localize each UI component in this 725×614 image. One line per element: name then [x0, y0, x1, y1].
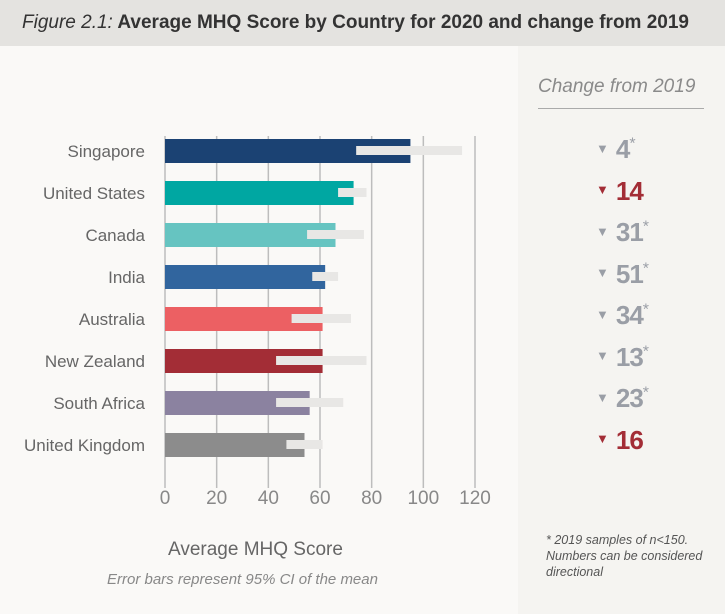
change-number: 4 [615, 134, 631, 164]
header-bar: Figure 2.1: Average MHQ Score by Country… [0, 0, 725, 46]
category-label: United Kingdom [24, 436, 145, 455]
change-number: 23 [615, 383, 644, 413]
change-number: 13 [615, 341, 644, 372]
asterisk: * [642, 259, 649, 277]
asterisk: * [642, 384, 649, 402]
asterisk: * [642, 301, 649, 319]
x-tick-label: 120 [459, 488, 491, 509]
change-number: 51 [615, 258, 644, 289]
change-value: ▼ 51* [596, 259, 696, 290]
change-number: 34 [615, 300, 644, 330]
asterisk: * [642, 342, 649, 360]
error-bar [276, 398, 344, 407]
figure-title: Figure 2.1: Average MHQ Score by Country… [22, 12, 689, 34]
down-triangle-icon: ▼ [596, 140, 609, 156]
x-axis-label: Average MHQ Score [168, 539, 343, 560]
error-bar [307, 230, 364, 239]
category-label: South Africa [53, 394, 145, 413]
error-bar-note: Error bars represent 95% CI of the mean [107, 571, 378, 588]
asterisk: * [629, 135, 635, 153]
change-number: 31 [615, 217, 644, 247]
error-bar [291, 314, 351, 323]
error-bar [276, 356, 367, 365]
change-heading: Change from 2019 [538, 76, 696, 97]
category-label: Canada [85, 226, 145, 245]
category-label: New Zealand [45, 352, 145, 371]
error-bar [286, 440, 323, 449]
category-label: Singapore [67, 142, 145, 161]
asterisk: * [642, 218, 649, 236]
change-value: ▼ 31* [596, 217, 696, 248]
bar [165, 181, 354, 205]
change-number: 16 [615, 424, 644, 455]
category-label: India [108, 268, 145, 287]
change-value: ▼ 4* [596, 134, 696, 165]
bar [165, 265, 326, 289]
error-bar [356, 146, 463, 155]
category-label: United States [43, 184, 145, 203]
category-label: Australia [79, 310, 146, 329]
bar [165, 433, 305, 457]
down-triangle-icon: ▼ [596, 348, 609, 364]
down-triangle-icon: ▼ [596, 389, 609, 405]
change-value: ▼ 16 [596, 425, 696, 456]
x-tick-label: 0 [160, 488, 171, 509]
down-triangle-icon: ▼ [596, 182, 609, 198]
x-tick-label: 40 [258, 488, 279, 509]
x-tick-label: 80 [361, 488, 382, 509]
title-text: Average MHQ Score by Country for 2020 an… [117, 12, 689, 33]
down-triangle-icon: ▼ [596, 265, 609, 281]
change-value: ▼ 13* [596, 342, 696, 373]
change-value: ▼ 14 [596, 176, 696, 207]
change-value: ▼ 23* [596, 383, 696, 414]
down-triangle-icon: ▼ [596, 431, 609, 447]
error-bar [312, 272, 339, 281]
down-triangle-icon: ▼ [596, 306, 609, 322]
change-value: ▼ 34* [596, 300, 696, 331]
change-divider [538, 108, 704, 109]
change-number: 14 [615, 175, 644, 206]
down-triangle-icon: ▼ [596, 223, 609, 239]
x-tick-label: 60 [309, 488, 330, 509]
x-tick-label: 20 [206, 488, 227, 509]
x-tick-label: 100 [407, 488, 439, 509]
error-bar [338, 188, 367, 197]
footnote: * 2019 samples of n<150. Numbers can be … [546, 533, 703, 579]
change-panel [518, 46, 725, 614]
figure-label: Figure 2.1: [22, 12, 113, 33]
